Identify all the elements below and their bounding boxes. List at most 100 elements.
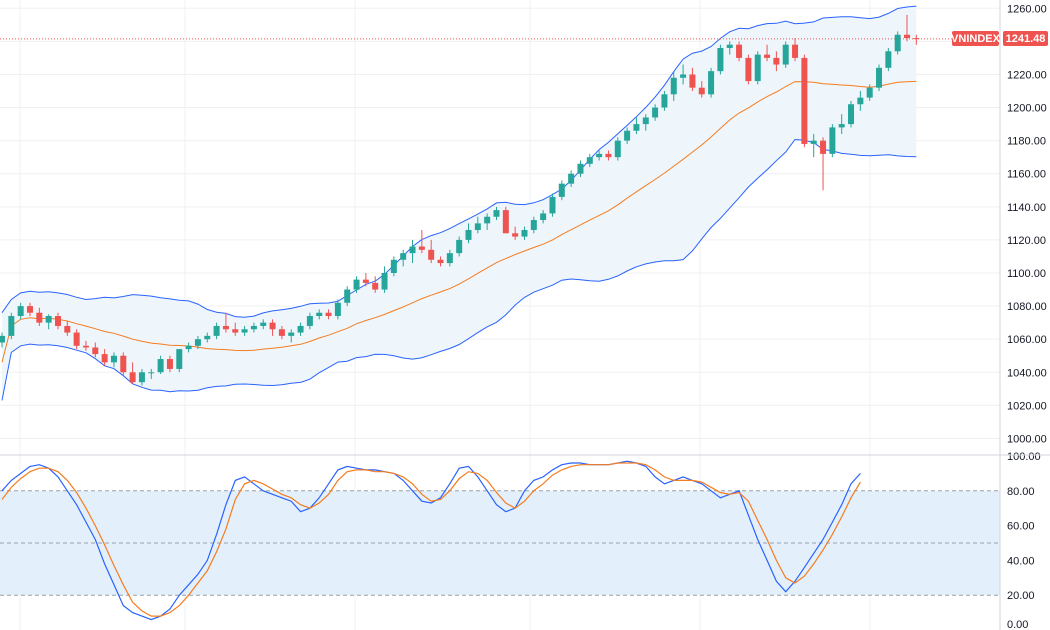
candles bbox=[0, 14, 920, 386]
candle-body bbox=[773, 57, 780, 65]
last-price-tag: VNINDEX 1241.48 bbox=[951, 31, 1048, 46]
candle-body bbox=[530, 220, 537, 230]
candle-body bbox=[792, 44, 799, 58]
price-tick-label: 1080.00 bbox=[1007, 301, 1047, 313]
candle-body bbox=[176, 349, 183, 369]
candle-body bbox=[642, 117, 649, 125]
candle-body bbox=[614, 140, 621, 158]
candle-body bbox=[400, 253, 407, 260]
stoch-tick-label: 0.00 bbox=[1007, 619, 1028, 630]
candle-body bbox=[381, 273, 388, 290]
candle-body bbox=[82, 345, 89, 348]
candle-body bbox=[568, 173, 575, 184]
bollinger-bands bbox=[0, 5, 1000, 401]
price-tick-label: 1180.00 bbox=[1007, 136, 1046, 148]
candle-body bbox=[745, 57, 752, 82]
bollinger-basis-line bbox=[1, 80, 917, 363]
candle-body bbox=[754, 54, 761, 82]
candle-body bbox=[278, 329, 285, 336]
candle-body bbox=[820, 140, 827, 154]
price-tick-label: 1140.00 bbox=[1007, 202, 1046, 214]
candle-body bbox=[446, 253, 453, 264]
symbol-tag-label: VNINDEX bbox=[951, 33, 1001, 45]
candle-body bbox=[185, 345, 192, 350]
candle-body bbox=[157, 359, 164, 373]
candle-body bbox=[45, 316, 52, 323]
stoch-tick-label: 40.00 bbox=[1007, 555, 1035, 567]
candle-body bbox=[456, 239, 463, 254]
stochastic-panel bbox=[0, 460, 1000, 621]
candle-body bbox=[138, 372, 145, 383]
candle-body bbox=[810, 140, 817, 144]
candle-body bbox=[36, 312, 43, 323]
candle-body bbox=[764, 54, 771, 58]
candle-body bbox=[624, 130, 631, 141]
stoch-k-line bbox=[1, 460, 861, 621]
candle-body bbox=[540, 213, 547, 221]
price-tick-label: 1100.00 bbox=[1007, 268, 1046, 280]
price-tag-value: 1241.48 bbox=[1006, 33, 1046, 45]
candle-body bbox=[120, 355, 127, 373]
price-tick-label: 1060.00 bbox=[1007, 334, 1047, 346]
candle-body bbox=[362, 279, 369, 283]
price-tick-label: 1120.00 bbox=[1007, 235, 1046, 247]
candle-body bbox=[325, 312, 332, 317]
candle-body bbox=[418, 246, 425, 250]
candle-body bbox=[493, 210, 500, 217]
candle-body bbox=[605, 153, 612, 158]
candle-body bbox=[222, 325, 229, 330]
candle-body bbox=[148, 372, 155, 374]
candle-body bbox=[110, 355, 117, 363]
candle-body bbox=[708, 71, 715, 95]
candle-body bbox=[782, 44, 789, 65]
price-tag-box bbox=[1003, 31, 1048, 46]
stoch-d-line bbox=[1, 462, 861, 617]
candle-body bbox=[437, 259, 444, 264]
candle-body bbox=[288, 332, 295, 336]
candle-body bbox=[73, 332, 80, 346]
candle-body bbox=[670, 77, 677, 95]
candle-body bbox=[372, 282, 379, 290]
price-tick-label: 1220.00 bbox=[1007, 69, 1047, 81]
price-tick-label: 1040.00 bbox=[1007, 367, 1047, 379]
candle-body bbox=[689, 74, 696, 88]
stoch-tick-label: 20.00 bbox=[1007, 590, 1035, 602]
candle-body bbox=[297, 325, 304, 333]
stoch-tick-label: 60.00 bbox=[1007, 521, 1035, 533]
price-tick-label: 1200.00 bbox=[1007, 103, 1047, 115]
candle-body bbox=[484, 216, 491, 224]
bollinger-fill bbox=[2, 6, 917, 401]
candle-body bbox=[829, 127, 836, 154]
candle-body bbox=[848, 104, 855, 125]
candle-body bbox=[54, 316, 61, 326]
candle-body bbox=[680, 74, 687, 78]
candle-body bbox=[194, 339, 201, 346]
candle-body bbox=[866, 87, 873, 98]
candle-body bbox=[353, 279, 360, 290]
candle-body bbox=[101, 354, 108, 363]
candle-body bbox=[92, 347, 99, 355]
candle-body bbox=[474, 223, 481, 230]
candle-body bbox=[64, 325, 71, 333]
candle-body bbox=[344, 289, 351, 303]
candle-body bbox=[250, 325, 257, 330]
candle-body bbox=[633, 124, 640, 131]
candle-body bbox=[260, 322, 267, 326]
candle-body bbox=[213, 325, 220, 336]
candle-body bbox=[652, 107, 659, 118]
candle-body bbox=[269, 322, 276, 330]
candle-body bbox=[0, 335, 5, 343]
candle-body bbox=[306, 316, 313, 326]
bollinger-upper-line bbox=[1, 5, 917, 318]
price-tick-label: 1260.00 bbox=[1007, 3, 1047, 15]
candle-body bbox=[316, 312, 323, 317]
candle-body bbox=[596, 153, 603, 158]
bollinger-lower-line bbox=[1, 138, 917, 401]
candle-body bbox=[586, 157, 593, 164]
stoch-tick-label: 80.00 bbox=[1007, 486, 1035, 498]
candle-body bbox=[26, 306, 33, 313]
candle-body bbox=[726, 44, 733, 48]
candle-body bbox=[17, 306, 24, 317]
